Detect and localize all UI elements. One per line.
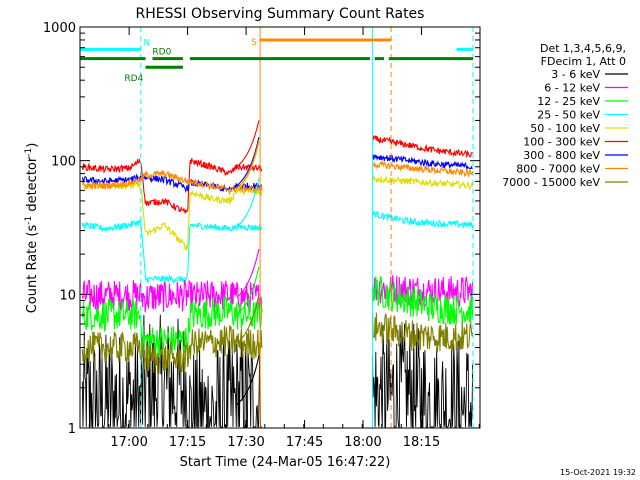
legend-label-1: 6 - 12 keV xyxy=(544,82,600,95)
series-line-3 xyxy=(81,210,474,285)
state-bar-label-n: N xyxy=(143,38,150,48)
legend-label-3: 25 - 50 keV xyxy=(537,109,600,122)
series-rise-7 xyxy=(236,139,260,189)
y-axis-label-sup2: -1 xyxy=(24,148,34,157)
series-rise-0 xyxy=(236,355,260,405)
series-rise-8 xyxy=(236,294,260,344)
series-line-0 xyxy=(81,314,474,428)
legend-header-0: Det 1,3,4,5,6,9, xyxy=(540,42,626,55)
state-bars-layer: N S RD0 RD4 xyxy=(80,38,473,84)
legend-label-2: 12 - 25 keV xyxy=(537,95,600,108)
chart-title: RHESSI Observing Summary Count Rates xyxy=(136,6,425,22)
x-tick-label-0: 17:00 xyxy=(110,435,147,450)
x-tick-label-4: 18:00 xyxy=(344,435,381,450)
axes-layer: 17:00 17:15 17:30 17:45 18:00 18:15 1 10 100 1000 xyxy=(43,21,480,450)
x-tick-label-1: 17:15 xyxy=(169,435,206,450)
y-axis-label-main: Count Rate (s xyxy=(25,225,40,314)
x-tick-label-3: 17:45 xyxy=(286,435,323,450)
y-axis-label: Count Rate (s-1 detector-1) xyxy=(24,143,40,314)
plot-frame xyxy=(79,26,481,429)
legend-label-4: 50 - 100 keV xyxy=(530,122,600,135)
legend-header-1: FDecim 1, Att 0 xyxy=(541,55,626,68)
legend-label-6: 300 - 800 keV xyxy=(523,149,600,162)
series-rise-1 xyxy=(236,248,260,298)
legend-label-8: 7000 - 15000 keV xyxy=(502,176,600,189)
state-bar-label-rd4: RD4 xyxy=(124,74,143,84)
state-bar-label-s: S xyxy=(251,38,257,48)
series-layer xyxy=(81,120,474,428)
generation-timestamp: 15-Oct-2021 19:32 xyxy=(560,468,636,477)
y-tick-label-1: 10 xyxy=(59,288,76,303)
y-tick-label-0: 1 xyxy=(68,422,76,437)
series-rise-3 xyxy=(236,178,260,228)
series-rise-5 xyxy=(236,120,260,168)
series-line-2 xyxy=(81,275,474,357)
legend: Det 1,3,4,5,6,9,FDecim 1, Att 03 - 6 keV… xyxy=(502,42,628,189)
series-line-8 xyxy=(81,312,474,375)
series-line-5 xyxy=(81,135,473,214)
y-axis-label-end: ) xyxy=(25,143,40,148)
series-rise-2 xyxy=(236,266,260,316)
y-axis-label-mid: detector xyxy=(25,156,40,216)
series-line-7 xyxy=(81,159,474,196)
y-tick-label-2: 100 xyxy=(51,155,76,170)
x-tick-label-5: 18:15 xyxy=(403,435,440,450)
legend-label-7: 800 - 7000 keV xyxy=(516,163,600,176)
x-axis-label: Start Time (24-Mar-05 16:47:22) xyxy=(180,455,391,470)
state-bar-label-rd0: RD0 xyxy=(152,48,171,58)
y-axis-label-sup1: -1 xyxy=(24,216,34,225)
legend-label-0: 3 - 6 keV xyxy=(551,68,600,81)
y-tick-label-3: 1000 xyxy=(43,21,76,36)
series-rise-6 xyxy=(236,137,260,187)
legend-label-5: 100 - 300 keV xyxy=(523,136,600,149)
x-tick-label-2: 17:30 xyxy=(227,435,264,450)
